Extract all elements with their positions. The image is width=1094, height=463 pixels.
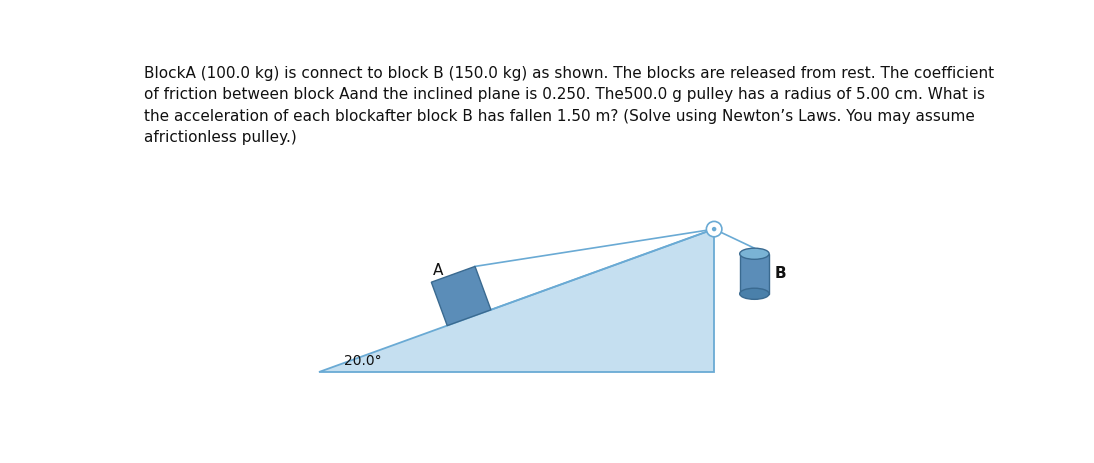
Ellipse shape	[740, 288, 769, 300]
Circle shape	[712, 227, 715, 231]
Text: B: B	[775, 266, 787, 281]
Polygon shape	[431, 266, 491, 325]
Ellipse shape	[740, 248, 769, 259]
Circle shape	[707, 221, 722, 237]
Polygon shape	[318, 229, 714, 372]
Text: 20.0°: 20.0°	[344, 354, 382, 368]
Bar	[740, 254, 769, 294]
Text: A: A	[433, 263, 443, 278]
Text: BlockA (100.0 kg) is connect to block B (150.0 kg) as shown. The blocks are rele: BlockA (100.0 kg) is connect to block B …	[144, 66, 994, 145]
